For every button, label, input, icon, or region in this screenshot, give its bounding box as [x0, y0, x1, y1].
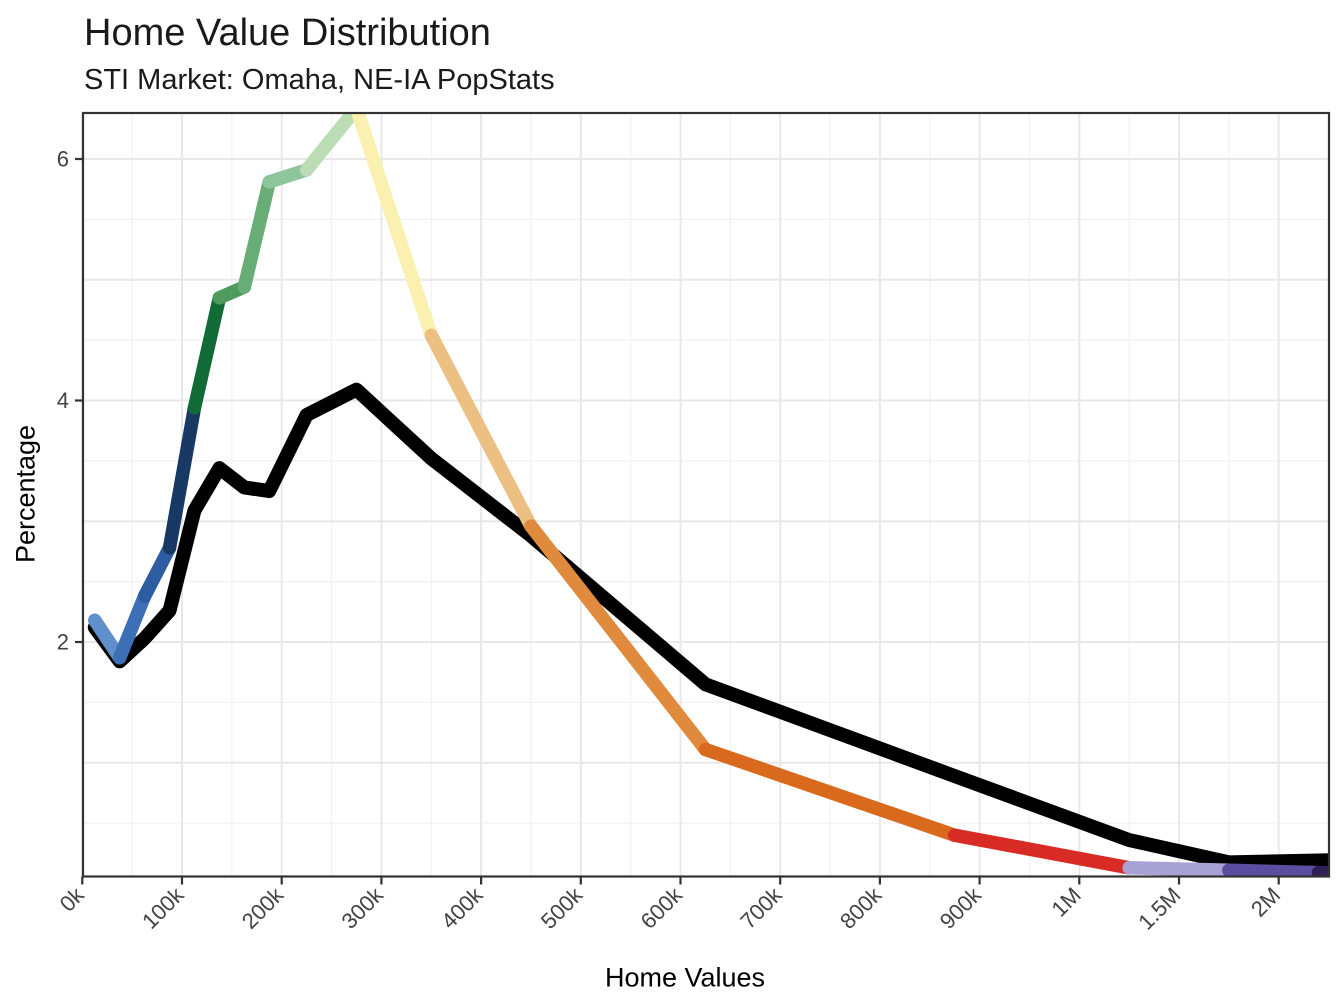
chart-title: Home Value Distribution	[84, 12, 491, 54]
x-tick-label: 300k	[337, 882, 389, 934]
series-color-segment	[112, 589, 152, 665]
series-color-segment	[187, 291, 227, 415]
series-color-segment	[1122, 861, 1236, 877]
series-color-segment	[1311, 865, 1329, 877]
x-tick-label: 100k	[137, 882, 189, 934]
series-color-segment	[947, 828, 1136, 875]
series-color-segment	[299, 113, 362, 177]
x-tick-label: 1M	[1047, 882, 1086, 921]
x-axis-title: Home Values	[604, 962, 766, 993]
x-tick-label: 2M	[1246, 882, 1285, 921]
series-color-segment	[1222, 863, 1326, 877]
chart-subtitle: STI Market: Omaha, NE-IA PopStats	[84, 64, 555, 96]
y-axis-title: Percentage	[10, 424, 41, 564]
x-tick-label: 200k	[237, 882, 289, 934]
series-color-segment	[237, 175, 276, 294]
series-color-segment	[137, 541, 177, 603]
x-tick-label: 0k	[55, 882, 90, 917]
series-color-segment	[424, 328, 538, 533]
panel-border	[81, 111, 1331, 878]
x-tick-label: 700k	[735, 882, 787, 934]
series-color-segment	[350, 113, 438, 343]
x-tick-label: 1.5M	[1133, 882, 1185, 934]
x-tick-label: 400k	[436, 882, 488, 934]
y-tick-label: 4	[57, 388, 69, 413]
series-group	[87, 113, 1329, 877]
series-color-segment	[524, 519, 713, 757]
x-tick-label: 900k	[935, 882, 987, 934]
series-color-segment	[162, 400, 202, 555]
series-black-line	[87, 382, 1329, 870]
x-tick-label: 600k	[636, 882, 688, 934]
x-tick-label: 800k	[835, 882, 887, 934]
y-tick-label: 6	[57, 147, 69, 172]
x-tick-label: 500k	[536, 882, 588, 934]
series-color-segment	[698, 742, 962, 842]
y-tick-label: 2	[57, 630, 69, 655]
